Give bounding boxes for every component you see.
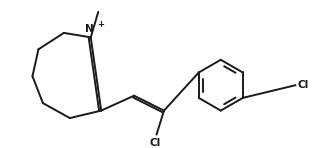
- Text: N: N: [85, 24, 94, 34]
- Text: Cl: Cl: [149, 138, 161, 148]
- Text: Cl: Cl: [298, 80, 309, 90]
- Text: +: +: [97, 20, 104, 29]
